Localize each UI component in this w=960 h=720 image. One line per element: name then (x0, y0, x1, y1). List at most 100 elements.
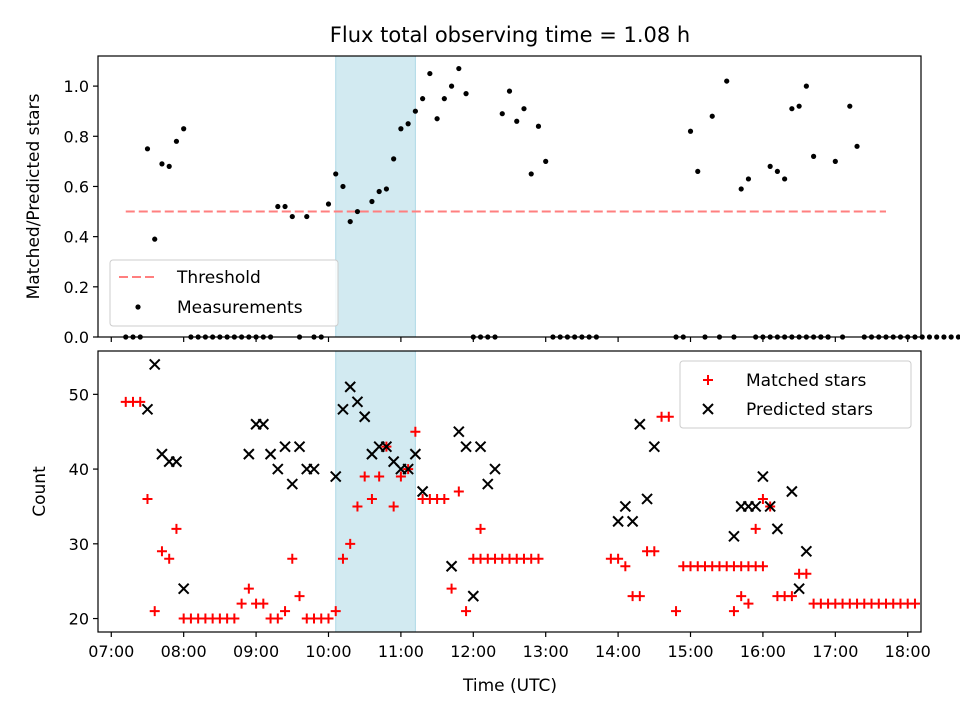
matched-stars-point (258, 598, 269, 609)
predicted-stars-point (308, 463, 320, 475)
predicted-stars-point (800, 545, 813, 557)
measurement-point (456, 65, 462, 72)
measurement-point (506, 88, 513, 94)
legend-threshold-label: Threshold (176, 268, 261, 288)
measurement-point (854, 143, 860, 149)
predicted-stars-point (257, 418, 270, 430)
measurement-point (340, 183, 346, 190)
measurement-point (941, 334, 947, 340)
predicted-stars-point (264, 448, 277, 460)
legend-predicted-swatch (702, 403, 714, 415)
predicted-stars-point (358, 411, 371, 423)
matched-stars-point (294, 591, 305, 602)
matched-stars-point (366, 493, 377, 504)
measurement-point (427, 70, 433, 77)
predicted-stars-point (460, 440, 472, 453)
legend-predicted-label: Predicted stars (746, 400, 873, 420)
measurement-point (782, 176, 788, 182)
predicted-stars-point (141, 403, 154, 416)
matched-stars-point (171, 523, 182, 534)
matched-stars-point (323, 613, 334, 624)
measurement-point (832, 158, 838, 164)
matched-stars-point (453, 486, 464, 497)
measurement-point (434, 116, 440, 122)
matched-stars-point (671, 606, 682, 617)
measurement-point (687, 128, 694, 134)
matched-stars-point (909, 598, 920, 609)
measurement-point (166, 163, 172, 169)
measurement-point (499, 111, 505, 117)
x-tick-label: 13:00 (523, 642, 569, 661)
predicted-stars-point (626, 515, 639, 528)
predicted-stars-point (337, 403, 349, 416)
measurement-point (173, 138, 180, 144)
matched-stars-point (663, 411, 674, 422)
matched-stars-point (728, 606, 739, 617)
predicted-stars-point (619, 500, 632, 513)
top-y-tick-label: 0.8 (64, 127, 89, 146)
predicted-stars-point (445, 560, 458, 572)
top-y-tick-label: 0.4 (64, 228, 89, 247)
legend-measurements-swatch (135, 304, 141, 310)
predicted-stars-point (344, 381, 356, 393)
predicted-stars-point (489, 463, 501, 475)
bottom-highlight-span (335, 350, 416, 633)
matched-stars-point (750, 523, 761, 534)
predicted-stars-point (786, 485, 798, 498)
matched-stars-point (337, 553, 348, 564)
measurement-point (448, 83, 455, 89)
x-tick-label: 14:00 (595, 642, 641, 661)
top-highlight-span (335, 55, 416, 338)
predicted-stars-point (467, 590, 480, 602)
figure-title: Flux total observing time = 1.08 h (330, 23, 690, 47)
top-y-tick-label: 1.0 (64, 77, 89, 96)
measurement-point (528, 171, 534, 177)
matched-stars-point (634, 591, 645, 602)
measurement-point (376, 188, 382, 195)
bottom-y-tick-label: 30 (69, 535, 89, 554)
bottom-y-tick-label: 40 (69, 460, 89, 479)
predicted-stars-point (482, 478, 494, 490)
predicted-stars-point (330, 470, 342, 483)
matched-stars-point (461, 606, 472, 617)
measurement-point (325, 201, 332, 207)
matched-stars-point (345, 538, 356, 549)
matched-stars-point (613, 553, 624, 564)
x-tick-label: 18:00 (885, 642, 931, 661)
top-y-tick-label: 0.2 (64, 278, 89, 297)
measurement-point (774, 168, 780, 175)
measurement-point (159, 161, 165, 167)
predicted-stars-point (380, 440, 393, 453)
matched-stars-point (395, 471, 406, 482)
predicted-stars-point (648, 440, 661, 453)
predicted-stars-point (793, 582, 805, 595)
matched-stars-point (142, 493, 153, 504)
measurement-point (398, 126, 404, 132)
matched-stars-point (786, 591, 797, 602)
bottom-plot-frame (97, 350, 922, 633)
predicted-stars-point (243, 448, 255, 460)
predicted-stars-point (757, 470, 769, 483)
predicted-stars-point (612, 515, 624, 528)
measurement-point (383, 186, 390, 192)
measurement-point (948, 334, 954, 340)
legend-matched-label: Matched stars (746, 371, 866, 391)
measurement-point (738, 186, 744, 192)
measurement-point (405, 121, 411, 127)
x-tick-label: 12:00 (450, 642, 496, 661)
measurement-point (282, 203, 288, 210)
x-tick-label: 17:00 (812, 642, 858, 661)
measurement-point (955, 334, 960, 340)
predicted-stars-point (634, 418, 646, 430)
matched-stars-point (287, 553, 298, 564)
measurement-point (514, 118, 520, 124)
matched-stars-point (801, 568, 812, 579)
measurement-point (144, 146, 151, 152)
x-tick-label: 15:00 (667, 642, 713, 661)
predicted-stars-point (764, 500, 776, 513)
matched-stars-point (330, 606, 341, 617)
x-tick-label: 07:00 (88, 642, 134, 661)
top-y-tick-label: 0.6 (64, 177, 89, 196)
matched-stars-point (757, 493, 768, 504)
legend-measurements-label: Measurements (177, 298, 303, 318)
